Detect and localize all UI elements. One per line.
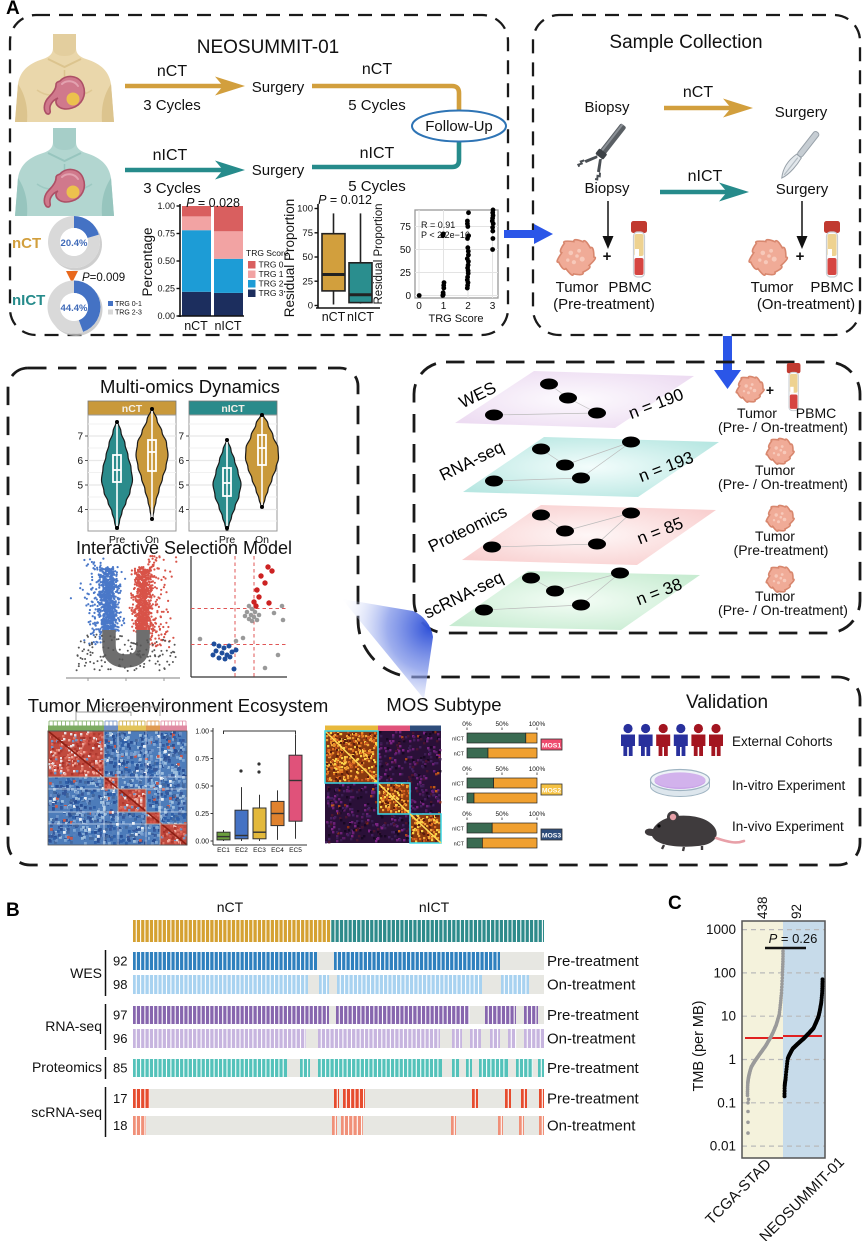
svg-text:50: 50 bbox=[302, 252, 313, 263]
svg-text:50: 50 bbox=[400, 245, 412, 256]
svg-text:5 Cycles: 5 Cycles bbox=[348, 97, 406, 114]
svg-text:nICT: nICT bbox=[12, 292, 45, 309]
svg-text:3 Cycles: 3 Cycles bbox=[143, 180, 201, 197]
svg-text:0: 0 bbox=[308, 301, 313, 312]
svg-text:Sample Collection: Sample Collection bbox=[609, 32, 762, 53]
svg-text:4: 4 bbox=[77, 505, 83, 516]
svg-text:EC2: EC2 bbox=[235, 847, 248, 854]
svg-text:7: 7 bbox=[178, 432, 184, 443]
svg-text:R = 0.91: R = 0.91 bbox=[421, 220, 455, 230]
svg-text:Residual Proportion: Residual Proportion bbox=[282, 199, 297, 318]
svg-text:0.75: 0.75 bbox=[195, 756, 209, 763]
svg-text:Surgery: Surgery bbox=[775, 104, 828, 121]
svg-text:Surgery: Surgery bbox=[252, 79, 305, 96]
svg-text:nCT: nCT bbox=[683, 84, 713, 101]
svg-text:P = 0.028: P = 0.028 bbox=[186, 196, 240, 210]
svg-text:Tumor: Tumor bbox=[751, 279, 794, 296]
svg-text:+: + bbox=[796, 248, 805, 265]
svg-text:(Pre- / On-treatment): (Pre- / On-treatment) bbox=[718, 602, 848, 618]
svg-text:0.00: 0.00 bbox=[195, 839, 209, 846]
svg-text:Surgery: Surgery bbox=[252, 162, 305, 179]
svg-text:+: + bbox=[766, 382, 774, 398]
svg-text:nCT: nCT bbox=[322, 310, 346, 324]
svg-text:Multi-omics Dynamics: Multi-omics Dynamics bbox=[100, 376, 280, 397]
svg-text:1.00: 1.00 bbox=[157, 201, 175, 211]
svg-text:PBMC: PBMC bbox=[810, 279, 854, 296]
svg-text:2: 2 bbox=[465, 301, 471, 312]
svg-text:(Pre-treatment): (Pre-treatment) bbox=[553, 296, 655, 313]
svg-text:5: 5 bbox=[178, 481, 184, 492]
svg-text:Residual Proportion: Residual Proportion bbox=[373, 203, 385, 304]
svg-text:7: 7 bbox=[77, 432, 83, 443]
svg-text:(Pre-treatment): (Pre-treatment) bbox=[734, 542, 829, 558]
svg-text:75: 75 bbox=[302, 228, 313, 239]
svg-text:nICT: nICT bbox=[360, 145, 395, 162]
svg-text:nCT: nCT bbox=[184, 319, 208, 333]
svg-text:100: 100 bbox=[297, 204, 313, 215]
svg-text:5: 5 bbox=[77, 481, 83, 492]
svg-text:0.75: 0.75 bbox=[157, 229, 175, 239]
svg-text:Percentage: Percentage bbox=[140, 227, 155, 296]
svg-text:Biopsy: Biopsy bbox=[584, 180, 630, 197]
svg-text:nCT: nCT bbox=[12, 235, 41, 252]
svg-text:0: 0 bbox=[416, 301, 422, 312]
svg-text:20.4%: 20.4% bbox=[61, 238, 88, 249]
svg-text:TRG 2: TRG 2 bbox=[259, 279, 284, 289]
svg-text:Interactive Selection Model: Interactive Selection Model bbox=[76, 538, 292, 558]
svg-text:A: A bbox=[6, 0, 20, 19]
svg-text:0.25: 0.25 bbox=[195, 811, 209, 818]
svg-text:Surgery: Surgery bbox=[776, 181, 829, 198]
svg-text:3 Cycles: 3 Cycles bbox=[143, 97, 201, 114]
svg-text:TRG 1: TRG 1 bbox=[259, 269, 284, 279]
svg-text:44.4%: 44.4% bbox=[61, 303, 88, 314]
svg-text:(Pre- / On-treatment): (Pre- / On-treatment) bbox=[718, 476, 848, 492]
svg-text:Follow-Up: Follow-Up bbox=[425, 118, 493, 135]
svg-text:nICT: nICT bbox=[214, 319, 241, 333]
svg-text:1.00: 1.00 bbox=[195, 729, 209, 736]
svg-text:EC4: EC4 bbox=[271, 847, 284, 854]
svg-text:P = 0.012: P = 0.012 bbox=[318, 193, 372, 207]
svg-text:4: 4 bbox=[178, 505, 184, 516]
svg-text:25: 25 bbox=[400, 268, 412, 279]
svg-text:0.50: 0.50 bbox=[157, 256, 175, 266]
svg-text:Tumor: Tumor bbox=[556, 279, 599, 296]
svg-text:EC1: EC1 bbox=[217, 847, 230, 854]
svg-text:nICT: nICT bbox=[688, 168, 723, 185]
svg-text:nICT: nICT bbox=[347, 310, 374, 324]
svg-text:PBMC: PBMC bbox=[608, 279, 652, 296]
svg-text:TRG Score: TRG Score bbox=[428, 313, 483, 325]
svg-text:nICT: nICT bbox=[153, 147, 188, 164]
svg-text:0.50: 0.50 bbox=[195, 784, 209, 791]
svg-text:TRG 3: TRG 3 bbox=[259, 288, 284, 298]
svg-text:P=0.009: P=0.009 bbox=[82, 272, 125, 284]
svg-text:TRG 2-3: TRG 2-3 bbox=[115, 310, 142, 317]
svg-text:0: 0 bbox=[405, 291, 411, 302]
svg-text:+: + bbox=[603, 248, 612, 265]
svg-text:1: 1 bbox=[441, 301, 447, 312]
svg-text:0.25: 0.25 bbox=[157, 284, 175, 294]
svg-text:TRG 0-1: TRG 0-1 bbox=[115, 301, 142, 308]
svg-text:EC3: EC3 bbox=[253, 847, 266, 854]
svg-text:TRG 0: TRG 0 bbox=[259, 260, 284, 270]
svg-text:0.00: 0.00 bbox=[157, 311, 175, 321]
svg-text:nCT: nCT bbox=[157, 63, 187, 80]
svg-text:6: 6 bbox=[77, 456, 83, 467]
svg-text:NEOSUMMIT-01: NEOSUMMIT-01 bbox=[197, 37, 340, 58]
svg-text:(Pre- / On-treatment): (Pre- / On-treatment) bbox=[718, 419, 848, 435]
svg-text:nCT: nCT bbox=[362, 61, 392, 78]
svg-text:Biopsy: Biopsy bbox=[584, 99, 630, 116]
svg-text:(On-treatment): (On-treatment) bbox=[757, 296, 855, 313]
svg-text:75: 75 bbox=[400, 222, 412, 233]
svg-text:nICT: nICT bbox=[221, 403, 245, 415]
svg-text:nCT: nCT bbox=[122, 403, 143, 415]
svg-text:MOS Subtype: MOS Subtype bbox=[386, 694, 501, 715]
svg-text:6: 6 bbox=[178, 456, 184, 467]
svg-text:EC5: EC5 bbox=[289, 847, 302, 854]
svg-text:Tumor Microenvironment Ecosyst: Tumor Microenvironment Ecosystem bbox=[28, 695, 329, 716]
svg-text:3: 3 bbox=[490, 301, 496, 312]
svg-text:25: 25 bbox=[302, 276, 313, 287]
